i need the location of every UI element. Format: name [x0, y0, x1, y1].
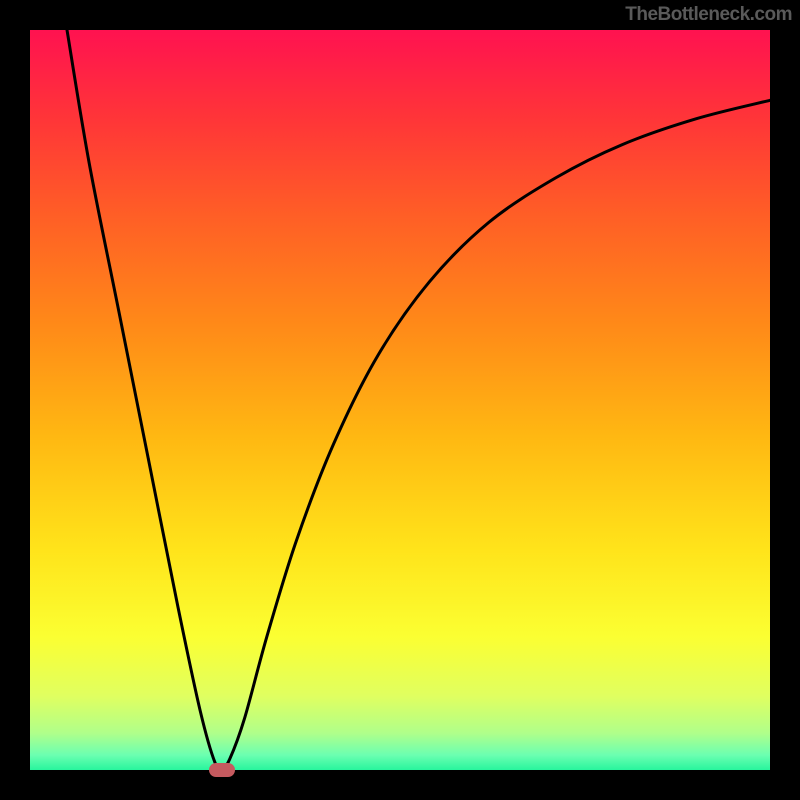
plot-area [30, 30, 770, 770]
optimum-marker-rect [209, 763, 235, 777]
bottleneck-curve [30, 30, 770, 770]
watermark-text: TheBottleneck.com [625, 4, 792, 26]
curve-path [67, 30, 770, 769]
optimum-marker [209, 763, 235, 777]
